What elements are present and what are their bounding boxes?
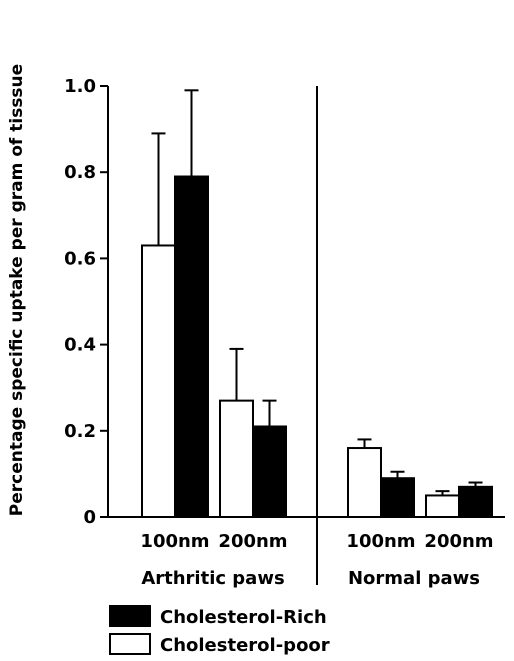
x-category-label: 200nm xyxy=(424,531,493,552)
legend-label: Cholesterol-Rich xyxy=(160,607,327,628)
legend-swatch xyxy=(109,605,151,627)
x-category-label: 100nm xyxy=(140,531,209,552)
legend-label: Cholesterol-poor xyxy=(160,635,330,656)
bar-cholesterol-poor xyxy=(347,447,382,519)
x-group-label: Arthritic paws xyxy=(141,568,284,589)
bar-cholesterol-rich xyxy=(380,477,415,518)
bar-cholesterol-poor xyxy=(219,399,254,519)
y-tick-label: 0 xyxy=(83,507,96,528)
bar-cholesterol-poor xyxy=(141,244,176,518)
x-category-label: 200nm xyxy=(218,531,287,552)
x-group-label: Normal paws xyxy=(348,568,480,589)
bar-cholesterol-rich xyxy=(174,175,209,518)
y-tick-label: 0.4 xyxy=(64,335,96,356)
y-tick-label: 0.2 xyxy=(64,421,96,442)
y-tick-label: 1.0 xyxy=(64,76,96,97)
legend-swatch xyxy=(109,633,151,655)
y-axis-label: Percentage specific uptake per gram of t… xyxy=(7,64,27,516)
y-tick-label: 0.8 xyxy=(64,162,96,183)
x-category-label: 100nm xyxy=(346,531,415,552)
bar-cholesterol-rich xyxy=(458,485,493,518)
y-tick-label: 0.6 xyxy=(64,248,96,269)
bar-cholesterol-poor xyxy=(425,494,460,519)
bar-cholesterol-rich xyxy=(252,425,287,518)
